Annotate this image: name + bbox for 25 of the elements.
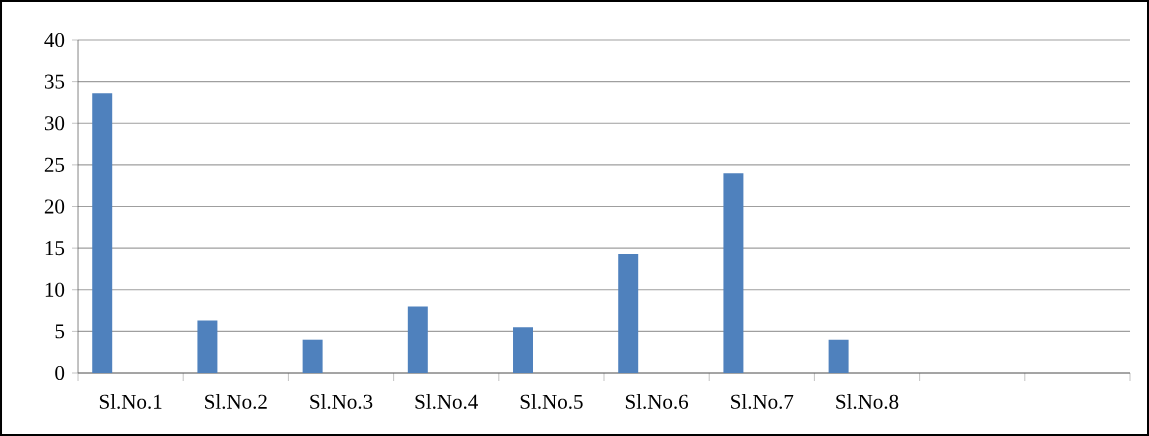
x-tick-label: Sl.No.7	[731, 394, 794, 409]
y-tick-label: 35	[44, 74, 65, 89]
y-tick-label: 0	[55, 365, 65, 381]
y-tick-label: 5	[55, 324, 65, 339]
y-tick-label: 10	[45, 282, 65, 297]
bar	[513, 327, 533, 373]
x-tick-label: Sl.No.5	[520, 394, 583, 409]
x-tick-label: Sl.No.6	[625, 394, 689, 409]
x-tick-label: Sl.No.1	[99, 394, 162, 409]
x-tick-label: Sl.No.8	[836, 394, 899, 409]
x-tick-label: Sl.No.2	[205, 394, 267, 409]
x-tick-label: Sl.No.3	[310, 394, 373, 409]
x-tick-label: Sl.No.4	[415, 394, 478, 409]
y-tick-label: 40	[44, 32, 65, 48]
bar	[618, 253, 639, 373]
y-tick-label: 30	[44, 116, 65, 131]
bar	[197, 320, 218, 373]
bar	[302, 339, 323, 373]
y-tick-label: 20	[44, 199, 65, 214]
y-tick-label: 25	[44, 157, 65, 172]
bar	[828, 339, 849, 373]
bar	[407, 306, 428, 373]
y-tick-label: 15	[45, 241, 65, 256]
bar	[92, 93, 113, 373]
bar	[723, 173, 744, 373]
